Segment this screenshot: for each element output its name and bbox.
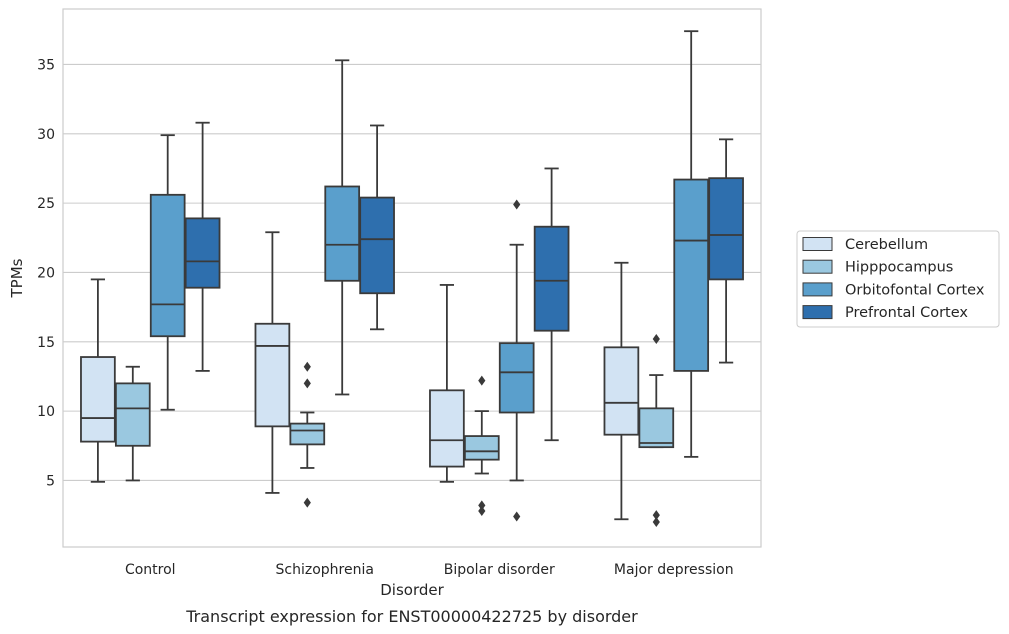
y-tick-label: 30 <box>37 127 55 143</box>
box-cerebellum-1 <box>254 231 291 494</box>
outlier-point <box>513 199 521 210</box>
box-orbitofontal-cortex-2 <box>498 199 535 522</box>
chart-caption: Transcript expression for ENST0000042272… <box>185 607 638 626</box>
x-axis-ticks: Control Schizophrenia Bipolar disorder Majo… <box>125 562 734 578</box>
box-iqr <box>324 185 361 282</box>
legend-label: Hipppocampus <box>845 260 953 276</box>
box-iqr <box>708 177 744 281</box>
box-hipppocampus-2 <box>463 375 500 516</box>
box-prefrontal-cortex-2 <box>533 167 570 442</box>
outlier-point <box>652 517 660 528</box>
box-iqr <box>673 178 710 372</box>
box-cerebellum-2 <box>429 284 465 483</box>
box-cerebellum-3 <box>603 261 640 521</box>
box-prefrontal-cortex-3 <box>708 138 744 364</box>
x-tick-label: Control <box>125 562 176 578</box>
outlier-point <box>652 510 660 521</box>
box-iqr <box>533 225 570 332</box>
box-orbitofontal-cortex-1 <box>324 59 361 396</box>
box-iqr <box>498 342 535 414</box>
y-tick-label: 15 <box>37 335 55 351</box>
box-iqr <box>184 217 221 289</box>
outlier-point <box>478 375 486 386</box>
box-groups <box>80 30 744 528</box>
x-tick-label: Major depression <box>614 562 734 578</box>
box-iqr <box>149 193 186 338</box>
legend-swatch <box>802 282 833 297</box>
box-iqr <box>289 422 326 446</box>
legend-frame <box>796 230 1000 328</box>
legend-label: Prefrontal Cortex <box>845 305 968 321</box>
y-tick-label: 35 <box>37 57 55 73</box>
legend: Cerebellum Hipppocampus Orbitofontal Corte… <box>796 230 1000 328</box>
outlier-point <box>478 500 486 511</box>
y-axis-label: TPMs <box>8 258 26 298</box>
box-iqr <box>254 322 291 428</box>
y-tick-label: 10 <box>37 404 55 420</box>
box-orbitofontal-cortex-0 <box>149 134 186 411</box>
box-iqr <box>429 389 465 468</box>
legend-swatch <box>802 259 833 274</box>
outlier-point <box>513 511 521 522</box>
y-axis-ticks: 5 10 15 20 25 30 35 <box>37 57 55 489</box>
box-iqr <box>603 346 640 436</box>
outlier-point <box>303 361 311 372</box>
box-iqr <box>80 356 116 443</box>
x-tick-label: Schizophrenia <box>276 562 374 578</box>
y-tick-label: 25 <box>37 196 55 212</box>
box-iqr <box>638 407 675 449</box>
box-iqr <box>463 435 500 461</box>
y-tick-label: 5 <box>46 473 55 489</box>
box-iqr <box>359 196 395 295</box>
box-hipppocampus-0 <box>114 365 151 482</box>
outlier-point <box>478 505 486 516</box>
box-orbitofontal-cortex-3 <box>673 30 710 458</box>
box-hipppocampus-3 <box>638 334 675 528</box>
outlier-point <box>303 378 311 389</box>
legend-swatch <box>802 237 833 251</box>
outlier-point <box>652 334 660 345</box>
box-cerebellum-0 <box>80 278 116 483</box>
box-prefrontal-cortex-0 <box>184 121 221 372</box>
x-tick-label: Bipolar disorder <box>444 562 555 578</box>
legend-label: Orbitofontal Cortex <box>845 282 985 298</box>
box-hipppocampus-1 <box>289 361 326 508</box>
legend-label: Cerebellum <box>845 237 928 253</box>
legend-swatch <box>802 305 833 320</box>
y-tick-label: 20 <box>37 265 55 281</box>
box-iqr <box>114 382 151 447</box>
box-prefrontal-cortex-1 <box>359 124 395 331</box>
x-axis-label: Disorder <box>380 581 444 599</box>
outlier-point <box>303 497 311 508</box>
